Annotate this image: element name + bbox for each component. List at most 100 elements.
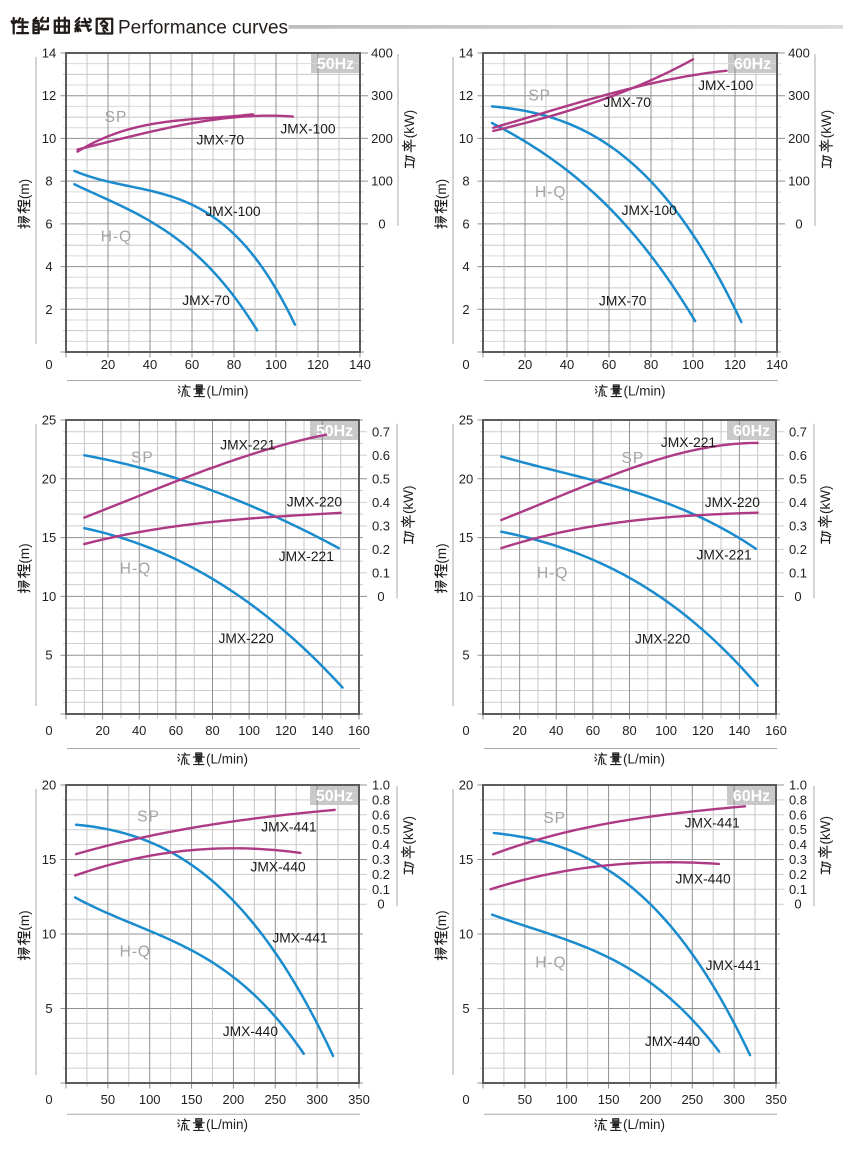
svg-text:80: 80 bbox=[622, 723, 636, 738]
svg-text:0: 0 bbox=[794, 589, 801, 604]
svg-text:0.6: 0.6 bbox=[372, 807, 390, 822]
svg-text:150: 150 bbox=[181, 1092, 203, 1107]
svg-text:120: 120 bbox=[307, 357, 329, 372]
svg-text:60Hz: 60Hz bbox=[734, 56, 771, 73]
svg-text:140: 140 bbox=[312, 723, 334, 738]
svg-text:0.5: 0.5 bbox=[789, 471, 807, 486]
svg-text:140: 140 bbox=[729, 723, 751, 738]
svg-text:120: 120 bbox=[692, 723, 714, 738]
svg-text:0.5: 0.5 bbox=[372, 822, 390, 837]
svg-text:0: 0 bbox=[377, 897, 384, 912]
svg-text:JMX-441: JMX-441 bbox=[261, 819, 316, 834]
svg-text:H-Q: H-Q bbox=[120, 944, 151, 961]
svg-text:20: 20 bbox=[459, 778, 473, 793]
svg-text:JMX-100: JMX-100 bbox=[280, 121, 336, 136]
svg-text:0.2: 0.2 bbox=[372, 542, 390, 557]
svg-text:200: 200 bbox=[223, 1092, 245, 1107]
svg-text:0: 0 bbox=[377, 589, 384, 604]
svg-text:JMX-220: JMX-220 bbox=[635, 632, 691, 647]
svg-text:5: 5 bbox=[462, 1001, 469, 1016]
svg-text:0: 0 bbox=[462, 1092, 469, 1107]
svg-text:H-Q: H-Q bbox=[535, 955, 566, 972]
svg-text:0: 0 bbox=[45, 357, 52, 372]
svg-text:60Hz: 60Hz bbox=[733, 788, 770, 805]
svg-text:10: 10 bbox=[42, 927, 56, 942]
svg-text:Performance curves: Performance curves bbox=[118, 18, 288, 39]
svg-text:300: 300 bbox=[306, 1092, 328, 1107]
svg-text:SP: SP bbox=[131, 450, 154, 467]
svg-text:0.1: 0.1 bbox=[372, 882, 390, 897]
svg-text:(m): (m) bbox=[17, 543, 32, 563]
svg-text:60Hz: 60Hz bbox=[733, 423, 770, 440]
svg-text:0: 0 bbox=[378, 216, 385, 231]
svg-text:100: 100 bbox=[238, 723, 260, 738]
svg-text:20: 20 bbox=[518, 357, 532, 372]
svg-text:0.6: 0.6 bbox=[372, 448, 390, 463]
svg-text:160: 160 bbox=[348, 723, 370, 738]
svg-text:0: 0 bbox=[45, 1092, 52, 1107]
svg-text:0: 0 bbox=[462, 357, 469, 372]
svg-text:1.0: 1.0 bbox=[372, 778, 390, 793]
svg-text:400: 400 bbox=[788, 46, 810, 61]
svg-text:H-Q: H-Q bbox=[535, 184, 566, 201]
svg-text:140: 140 bbox=[349, 357, 371, 372]
svg-text:(m): (m) bbox=[434, 179, 449, 199]
svg-text:80: 80 bbox=[644, 357, 658, 372]
svg-text:100: 100 bbox=[655, 723, 677, 738]
svg-text:(m): (m) bbox=[434, 543, 449, 563]
svg-text:(L/min): (L/min) bbox=[206, 752, 248, 767]
svg-text:2: 2 bbox=[462, 302, 469, 317]
svg-text:0: 0 bbox=[794, 897, 801, 912]
svg-text:H-Q: H-Q bbox=[537, 565, 568, 582]
svg-text:100: 100 bbox=[556, 1092, 578, 1107]
svg-text:SP: SP bbox=[137, 809, 160, 826]
svg-text:4: 4 bbox=[462, 259, 469, 274]
svg-text:0.3: 0.3 bbox=[372, 518, 390, 533]
svg-text:H-Q: H-Q bbox=[120, 561, 151, 578]
svg-text:JMX-100: JMX-100 bbox=[698, 78, 754, 93]
svg-text:(L/min): (L/min) bbox=[623, 752, 665, 767]
svg-text:20: 20 bbox=[512, 723, 526, 738]
svg-text:0.6: 0.6 bbox=[789, 448, 807, 463]
svg-text:SP: SP bbox=[105, 109, 128, 126]
svg-text:SP: SP bbox=[622, 450, 645, 467]
svg-text:1.0: 1.0 bbox=[789, 778, 807, 793]
svg-text:15: 15 bbox=[459, 852, 473, 867]
svg-text:0.4: 0.4 bbox=[789, 837, 807, 852]
svg-text:SP: SP bbox=[543, 810, 566, 827]
svg-text:80: 80 bbox=[227, 357, 241, 372]
svg-text:JMX-440: JMX-440 bbox=[250, 859, 306, 874]
svg-text:JMX-70: JMX-70 bbox=[197, 132, 245, 147]
svg-text:(L/min): (L/min) bbox=[206, 1117, 248, 1132]
svg-text:250: 250 bbox=[681, 1092, 703, 1107]
svg-text:100: 100 bbox=[265, 357, 287, 372]
svg-text:80: 80 bbox=[205, 723, 219, 738]
svg-text:SP: SP bbox=[528, 87, 551, 104]
svg-text:JMX-220: JMX-220 bbox=[705, 495, 761, 510]
svg-text:0.4: 0.4 bbox=[372, 837, 390, 852]
svg-text:0.4: 0.4 bbox=[372, 495, 390, 510]
svg-text:250: 250 bbox=[264, 1092, 286, 1107]
svg-text:(m): (m) bbox=[17, 910, 32, 930]
svg-text:0.8: 0.8 bbox=[789, 792, 807, 807]
svg-text:JMX-221: JMX-221 bbox=[279, 549, 334, 564]
svg-text:50Hz: 50Hz bbox=[317, 56, 354, 73]
svg-text:5: 5 bbox=[462, 648, 469, 663]
svg-text:60: 60 bbox=[586, 723, 600, 738]
svg-text:25: 25 bbox=[459, 413, 473, 428]
svg-text:40: 40 bbox=[132, 723, 146, 738]
svg-text:(kW): (kW) bbox=[818, 816, 833, 844]
svg-text:15: 15 bbox=[42, 530, 56, 545]
svg-text:40: 40 bbox=[143, 357, 157, 372]
svg-text:JMX-440: JMX-440 bbox=[223, 1024, 279, 1039]
svg-text:4: 4 bbox=[45, 259, 52, 274]
svg-text:(L/min): (L/min) bbox=[624, 384, 666, 399]
svg-text:60: 60 bbox=[602, 357, 616, 372]
svg-text:0.1: 0.1 bbox=[372, 565, 390, 580]
svg-text:400: 400 bbox=[371, 46, 393, 61]
svg-text:0.2: 0.2 bbox=[789, 867, 807, 882]
svg-text:10: 10 bbox=[459, 131, 473, 146]
svg-text:12: 12 bbox=[42, 88, 56, 103]
svg-text:JMX-441: JMX-441 bbox=[685, 816, 740, 831]
svg-text:0.2: 0.2 bbox=[789, 542, 807, 557]
